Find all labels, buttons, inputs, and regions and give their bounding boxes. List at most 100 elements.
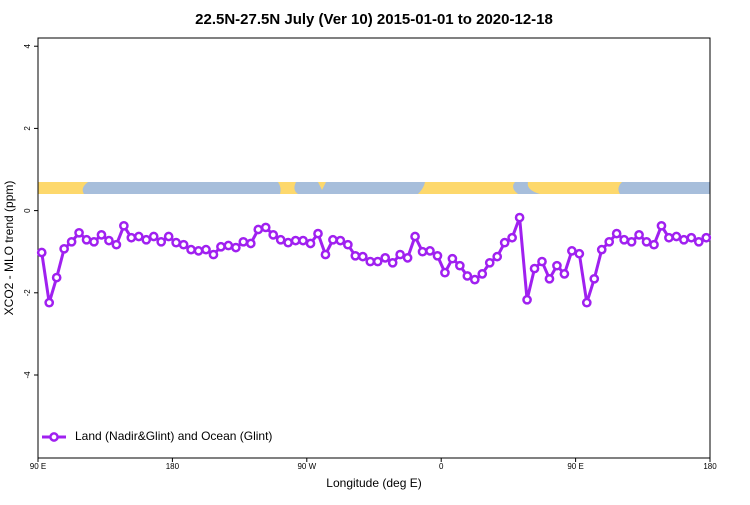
point	[268, 229, 279, 240]
point	[402, 253, 413, 263]
point	[350, 250, 361, 261]
point	[596, 244, 607, 255]
point	[679, 234, 689, 245]
point	[320, 249, 331, 260]
point	[544, 273, 555, 284]
y-axis-label: XCO2 - MLO trend (ppm)	[2, 181, 16, 316]
point	[141, 234, 152, 245]
y-tick-label: -2	[23, 289, 32, 297]
point	[522, 294, 532, 305]
point	[111, 239, 122, 250]
point	[126, 232, 137, 243]
land-strip	[318, 182, 326, 190]
point	[686, 232, 697, 243]
point	[186, 244, 196, 255]
point	[440, 267, 450, 278]
point	[245, 238, 256, 249]
point	[231, 242, 241, 253]
point	[604, 236, 615, 247]
point	[559, 269, 570, 279]
legend-marker	[49, 432, 59, 442]
map-strip	[38, 182, 710, 194]
x-tick-label: 0	[439, 462, 444, 471]
point	[163, 231, 174, 242]
y-tick-label: 2	[23, 126, 32, 131]
x-axis-label: Longitude (deg E)	[326, 476, 421, 490]
point	[626, 236, 637, 247]
point	[275, 234, 286, 245]
legend-label: Land (Nadir&Glint) and Ocean (Glint)	[75, 429, 272, 443]
point	[59, 243, 69, 254]
point	[507, 232, 517, 243]
point	[693, 236, 704, 247]
point	[641, 236, 652, 247]
point	[372, 256, 383, 267]
point	[649, 239, 659, 250]
x-tick-label: 90 W	[297, 462, 316, 471]
point	[365, 256, 376, 267]
point	[477, 269, 488, 279]
land-strip	[418, 182, 518, 194]
point	[664, 232, 674, 243]
point	[96, 229, 107, 240]
y-tick-label: 4	[23, 43, 32, 48]
point	[343, 239, 353, 250]
point	[462, 271, 473, 281]
point	[201, 244, 211, 255]
point	[357, 251, 368, 262]
land-strip	[38, 182, 88, 194]
point	[380, 253, 391, 263]
point	[171, 237, 181, 248]
point	[455, 260, 465, 271]
point	[283, 237, 293, 248]
point	[701, 232, 712, 243]
x-tick-label: 90 E	[567, 462, 583, 471]
point	[335, 235, 346, 246]
point	[305, 238, 316, 249]
point	[671, 231, 682, 242]
point	[469, 274, 480, 285]
point	[89, 236, 99, 247]
point	[66, 236, 77, 247]
point	[395, 249, 405, 260]
point	[104, 235, 114, 246]
point	[634, 229, 644, 240]
point	[499, 237, 510, 248]
point	[133, 231, 144, 242]
point	[552, 260, 562, 271]
point	[223, 240, 234, 251]
point	[619, 234, 629, 245]
point	[387, 257, 398, 268]
point	[514, 212, 525, 223]
point	[208, 249, 219, 260]
point	[581, 297, 592, 308]
land-strip	[278, 182, 298, 194]
point	[193, 246, 204, 256]
point	[178, 239, 189, 250]
point	[238, 236, 249, 247]
x-tick-label: 90 E	[30, 462, 46, 471]
point	[447, 253, 458, 264]
point	[432, 250, 443, 261]
point	[290, 235, 301, 246]
point	[36, 247, 47, 258]
point	[253, 224, 264, 235]
point	[119, 220, 129, 231]
point	[425, 246, 435, 256]
point	[529, 263, 540, 274]
x-tick-label: 180	[703, 462, 717, 471]
point	[44, 297, 55, 308]
point	[260, 222, 271, 233]
point	[484, 257, 495, 268]
point	[567, 246, 577, 256]
point	[156, 236, 167, 247]
point	[148, 231, 159, 242]
y-tick-label: 0	[23, 208, 32, 213]
point	[656, 220, 667, 231]
point	[298, 235, 308, 246]
point	[81, 234, 92, 245]
chart-title: 22.5N-27.5N July (Ver 10) 2015-01-01 to …	[195, 11, 553, 28]
point	[410, 231, 420, 242]
